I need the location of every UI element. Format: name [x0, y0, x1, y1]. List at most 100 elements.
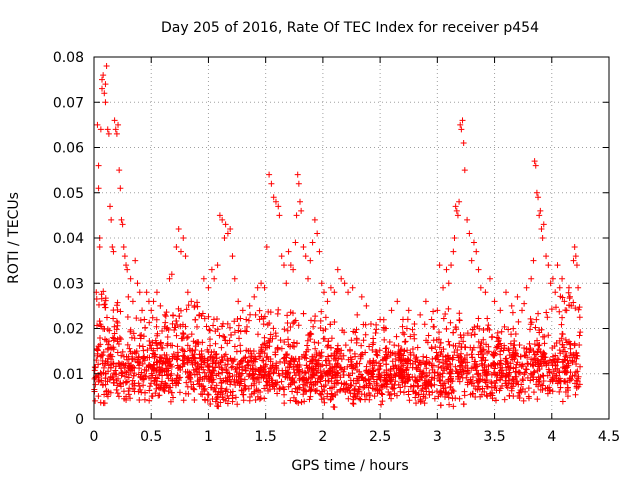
- x-tick-labels: 0 0.5 1 1.5 2 2.5 3 3.5 4 4.5: [90, 429, 621, 445]
- data-point: [360, 377, 367, 384]
- data-point: [532, 162, 539, 169]
- data-point: [167, 384, 174, 391]
- data-point: [288, 355, 295, 362]
- data-point: [341, 329, 348, 336]
- data-point: [348, 363, 355, 370]
- data-point: [237, 315, 244, 322]
- data-point: [435, 336, 442, 343]
- data-point: [141, 396, 148, 403]
- data-point: [137, 373, 144, 380]
- data-point: [303, 388, 310, 395]
- data-point: [108, 216, 115, 223]
- data-point: [170, 350, 177, 357]
- data-point: [430, 308, 437, 315]
- data-point: [149, 372, 156, 379]
- data-point: [270, 194, 277, 201]
- data-point: [351, 386, 358, 393]
- data-point: [444, 353, 451, 360]
- data-point: [255, 387, 262, 394]
- data-point: [511, 355, 518, 362]
- data-point: [430, 337, 437, 344]
- data-point: [110, 248, 117, 255]
- data-point: [407, 333, 414, 340]
- data-point: [355, 388, 362, 395]
- data-point: [100, 288, 107, 295]
- data-point: [184, 289, 191, 296]
- data-point: [463, 374, 470, 381]
- data-point: [314, 369, 321, 376]
- data-point: [168, 389, 175, 396]
- data-point: [392, 362, 399, 369]
- data-point: [445, 305, 452, 312]
- data-point: [98, 323, 105, 330]
- data-point: [242, 354, 249, 361]
- data-point: [350, 396, 357, 403]
- data-point: [422, 373, 429, 380]
- data-point: [505, 370, 512, 377]
- data-point: [450, 329, 457, 336]
- data-point: [287, 397, 294, 404]
- data-point: [278, 345, 285, 352]
- data-point: [402, 338, 409, 345]
- data-point: [309, 371, 316, 378]
- data-point: [469, 354, 476, 361]
- data-point: [572, 305, 579, 312]
- data-point: [556, 388, 563, 395]
- data-point: [309, 353, 316, 360]
- data-point: [432, 344, 439, 351]
- data-point: [538, 225, 545, 232]
- data-point: [428, 374, 435, 381]
- data-point: [232, 382, 239, 389]
- data-point: [248, 382, 255, 389]
- data-point: [114, 319, 121, 326]
- data-point: [285, 248, 292, 255]
- data-point: [308, 386, 315, 393]
- data-point: [92, 397, 99, 404]
- data-point: [140, 333, 147, 340]
- data-point: [325, 353, 332, 360]
- data-point: [200, 359, 207, 366]
- data-point: [260, 341, 267, 348]
- data-point: [440, 284, 447, 291]
- data-point: [173, 317, 180, 324]
- data-point: [562, 368, 569, 375]
- data-point: [575, 284, 582, 291]
- data-point: [576, 304, 583, 311]
- data-point: [115, 121, 122, 128]
- data-point: [563, 352, 570, 359]
- data-point: [283, 280, 290, 287]
- data-point: [554, 359, 561, 366]
- data-point: [256, 307, 263, 314]
- data-point: [321, 289, 328, 296]
- data-point: [337, 374, 344, 381]
- data-point: [458, 334, 465, 341]
- data-point: [163, 351, 170, 358]
- data-point: [161, 323, 168, 330]
- data-point: [246, 397, 253, 404]
- data-point: [464, 370, 471, 377]
- data-point: [162, 380, 169, 387]
- data-point: [475, 266, 482, 273]
- data-point: [356, 395, 363, 402]
- data-point: [417, 367, 424, 374]
- data-point: [206, 336, 213, 343]
- data-point: [216, 332, 223, 339]
- data-point: [531, 158, 538, 165]
- data-point: [303, 380, 310, 387]
- data-point: [102, 370, 109, 377]
- data-point: [493, 344, 500, 351]
- data-point: [140, 347, 147, 354]
- data-point: [503, 289, 509, 296]
- data-point: [494, 329, 501, 336]
- data-point: [571, 244, 578, 251]
- data-point: [386, 392, 393, 399]
- data-point: [352, 329, 359, 336]
- data-point: [95, 185, 102, 192]
- data-point: [207, 342, 214, 349]
- data-point: [563, 307, 570, 314]
- data-point: [414, 357, 421, 364]
- data-point: [356, 368, 363, 375]
- data-point: [136, 342, 143, 349]
- data-point: [456, 340, 463, 347]
